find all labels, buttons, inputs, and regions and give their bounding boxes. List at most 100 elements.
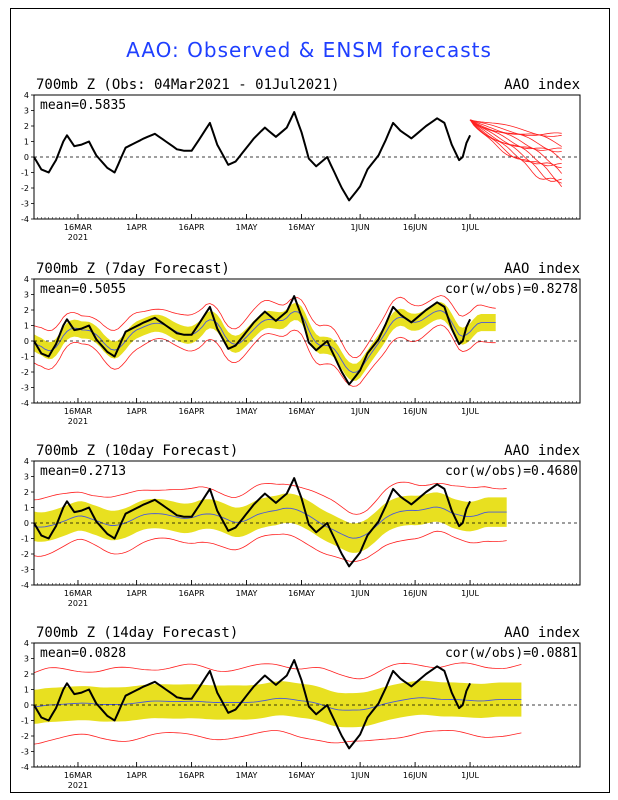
correlation-stat: cor(w/obs)=0.4680 (445, 464, 578, 479)
panel-14day: 700mb Z (14day Forecast) AAO index -4 -3 -2 -… (21, 625, 581, 790)
x-tick-label: 1MAY (236, 771, 258, 780)
member-max-line (33, 295, 496, 359)
mean-stat: mean=0.2713 (40, 464, 126, 479)
x-tick-label: 16MAY (288, 771, 315, 780)
x-tick-label: 16APR (179, 771, 205, 780)
y-tick-label: 3 (24, 655, 29, 664)
y-tick-label: 4 (24, 457, 29, 466)
y-tick-label: 1 (24, 322, 29, 331)
x-tick-label: 16MAR (64, 771, 93, 780)
mean-stat: mean=0.5055 (40, 282, 126, 297)
observed-line (33, 295, 472, 386)
x-tick-label: 16JUN (403, 771, 427, 780)
panel-index-label: AAO index (504, 443, 580, 459)
panel-title: 700mb Z (7day Forecast) (36, 261, 230, 277)
x-tick-label: 1MAY (236, 407, 258, 416)
x-tick-label: 1JUL (461, 589, 479, 598)
y-tick-label: 0 (24, 337, 29, 346)
panel-7day: 700mb Z (7day Forecast) AAO index -4 -3 -2 -1… (21, 261, 581, 426)
y-tick-label: -3 (21, 200, 29, 209)
mean-stat: mean=0.5835 (40, 98, 126, 113)
y-tick-label: -3 (21, 566, 29, 575)
forecast-member-line (469, 119, 562, 161)
x-tick-label: 1JUN (350, 407, 369, 416)
correlation-stat: cor(w/obs)=0.0881 (445, 646, 578, 661)
member-min-line (33, 324, 496, 387)
y-tick-label: 2 (24, 670, 29, 679)
x-tick-label: 16MAR (64, 589, 93, 598)
x-tick-label: 1JUN (350, 223, 369, 232)
y-tick-label: 4 (24, 91, 29, 100)
y-tick-label: 2 (24, 306, 29, 315)
x-tick-label: 16JUN (403, 589, 427, 598)
figure-frame (10, 8, 610, 793)
x-tick-label: 16MAY (288, 407, 315, 416)
x-tick-label: 16APR (179, 223, 205, 232)
panel-title: 700mb Z (10day Forecast) (36, 443, 238, 459)
x-tick-year: 2021 (68, 599, 88, 608)
y-tick-label: -1 (21, 353, 29, 362)
x-tick-label: 1JUL (461, 771, 479, 780)
forecast-member-line (469, 119, 562, 184)
y-tick-label: -1 (21, 717, 29, 726)
member-max-line (33, 481, 507, 515)
x-tick-label: 16APR (179, 407, 205, 416)
member-min-line (33, 530, 507, 562)
y-tick-label: 0 (24, 153, 29, 162)
y-tick-label: -2 (21, 184, 29, 193)
y-tick-label: 3 (24, 107, 29, 116)
panel-10day: 700mb Z (10day Forecast) AAO index -4 -3 -2 -… (21, 443, 581, 608)
spread-band (34, 680, 522, 728)
y-tick-label: -2 (21, 368, 29, 377)
x-tick-label: 1APR (126, 223, 147, 232)
x-tick-label: 16APR (179, 589, 205, 598)
forecast-member-line (469, 119, 562, 167)
x-tick-year: 2021 (68, 781, 88, 790)
y-tick-label: -4 (21, 763, 29, 772)
forecast-member-line (469, 119, 562, 136)
y-tick-label: 3 (24, 291, 29, 300)
x-tick-label: 1JUL (461, 223, 479, 232)
x-tick-label: 1JUN (350, 771, 369, 780)
y-tick-label: 4 (24, 639, 29, 648)
y-tick-label: 1 (24, 504, 29, 513)
forecast-member-line (469, 119, 563, 174)
y-tick-label: -4 (21, 399, 29, 408)
member-min-line (33, 729, 522, 745)
y-tick-label: -1 (21, 169, 29, 178)
forecast-member-line (469, 119, 562, 182)
y-tick-label: 2 (24, 488, 29, 497)
x-tick-label: 16JUN (403, 407, 427, 416)
x-tick-label: 16JUN (403, 223, 427, 232)
observed-line (33, 477, 472, 568)
x-tick-year: 2021 (68, 417, 88, 426)
forecast-member-line (469, 119, 562, 137)
spread-band (34, 302, 496, 381)
y-tick-label: 0 (24, 701, 29, 710)
y-tick-label: -3 (21, 384, 29, 393)
x-tick-label: 1APR (126, 589, 147, 598)
panel-observed: 700mb Z (Obs: 04Mar2021 - 01Jul2021) AAO … (21, 77, 581, 242)
main-title: AAO: Observed & ENSM forecasts (126, 38, 492, 62)
panel-index-label: AAO index (504, 261, 580, 277)
member-max-line (33, 662, 522, 680)
x-tick-label: 1APR (126, 771, 147, 780)
forecast-member-line (469, 119, 562, 168)
panel-title: 700mb Z (14day Forecast) (36, 625, 238, 641)
forecast-member-line (469, 119, 563, 188)
x-tick-label: 1JUL (461, 407, 479, 416)
x-tick-label: 1JUN (350, 589, 369, 598)
y-tick-label: -4 (21, 581, 29, 590)
y-tick-label: 1 (24, 686, 29, 695)
y-tick-label: -1 (21, 535, 29, 544)
x-tick-label: 1APR (126, 407, 147, 416)
panel-index-label: AAO index (504, 77, 580, 93)
x-tick-label: 1MAY (236, 223, 258, 232)
correlation-stat: cor(w/obs)=0.8278 (445, 282, 578, 297)
y-tick-label: 4 (24, 275, 29, 284)
x-tick-label: 1MAY (236, 589, 258, 598)
ensemble-mean-line (33, 506, 507, 539)
mean-stat: mean=0.0828 (40, 646, 126, 661)
y-tick-label: -2 (21, 550, 29, 559)
panel-title: 700mb Z (Obs: 04Mar2021 - 01Jul2021) (36, 77, 339, 93)
